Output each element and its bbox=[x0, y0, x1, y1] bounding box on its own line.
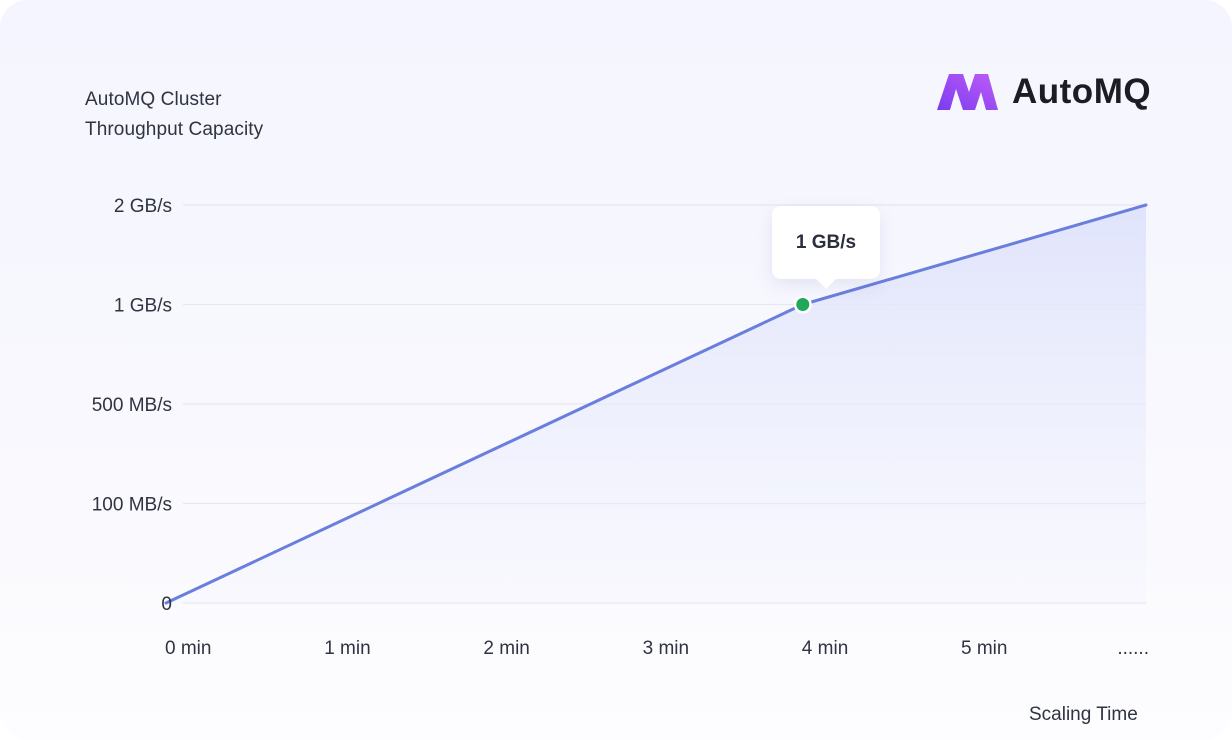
y-tick-label: 100 MB/s bbox=[92, 495, 172, 516]
y-tick-label: 1 GB/s bbox=[114, 296, 172, 317]
x-tick-label: 1 min bbox=[324, 638, 370, 659]
value-tooltip: 1 GB/s bbox=[772, 206, 880, 279]
x-tick-label: 5 min bbox=[961, 638, 1007, 659]
automq-logo-mark-icon bbox=[937, 74, 998, 110]
area-fill bbox=[166, 205, 1146, 603]
chart-title-line-2: Throughput Capacity bbox=[85, 119, 264, 140]
x-tick-label: 3 min bbox=[643, 638, 689, 659]
x-tick-label: 2 min bbox=[483, 638, 529, 659]
y-tick-label: 0 bbox=[161, 594, 172, 615]
x-tick-label: ...... bbox=[1117, 638, 1149, 659]
chart-title-line-1: AutoMQ Cluster bbox=[85, 89, 222, 110]
tooltip-label: 1 GB/s bbox=[795, 232, 857, 253]
automq-logo: AutoMQ bbox=[936, 70, 1156, 114]
highlight-point bbox=[796, 298, 810, 311]
automq-logo-text: AutoMQ bbox=[1012, 72, 1152, 111]
x-axis-title: Scaling Time bbox=[1029, 704, 1138, 725]
x-tick-label: 4 min bbox=[802, 638, 848, 659]
y-tick-label: 2 GB/s bbox=[114, 196, 172, 217]
x-tick-label: 0 min bbox=[165, 638, 211, 659]
y-tick-label: 500 MB/s bbox=[92, 395, 172, 416]
